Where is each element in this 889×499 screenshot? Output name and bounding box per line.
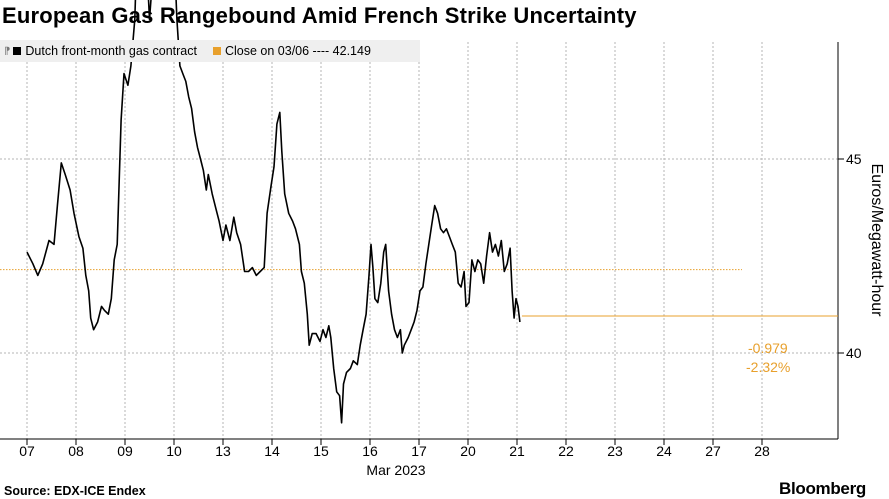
x-tick-label: 15 [313,443,329,459]
x-tick-label: 14 [264,443,280,459]
x-tick-label: 16 [362,443,378,459]
y-tick-label: 40 [846,345,862,361]
x-tick-label: 08 [68,443,84,459]
x-tick-label: 23 [607,443,623,459]
close-swatch [212,47,221,55]
drag-handle-icon: ⁋ [4,45,11,57]
chart-title: European Gas Rangebound Amid French Stri… [2,3,637,28]
x-tick-label: 24 [656,443,672,459]
x-tick-label: 21 [509,443,525,459]
y-tick-label: 45 [846,151,862,167]
bloomberg-logo: Bloomberg [778,479,866,498]
source-note: Source: EDX-ICE Endex [4,484,146,498]
x-tick-label: 13 [215,443,231,459]
axes [0,42,844,445]
series-line-dutch-gas [26,0,521,424]
annotations: -0.979 -2.32% [521,315,838,375]
legend-item-close[interactable]: Close on 03/06 ---- 42.149 [211,44,371,58]
x-tick-label: 07 [19,443,35,459]
legend: ⁋ Dutch front-month gas contract Close o… [0,40,420,62]
percent-change-annotation: -2.32% [746,359,790,375]
x-tick-label: 27 [705,443,721,459]
legend-close-label: Close on 03/06 ---- 42.149 [224,44,371,58]
x-tick-label: 22 [558,443,574,459]
series-swatch [13,47,22,55]
tick-labels: 4045505507080910131415161720212223242728… [19,151,885,478]
grid-lines [0,42,838,439]
change-annotation: -0.979 [748,340,788,356]
x-tick-label: 10 [166,443,182,459]
x-tick-label: 20 [460,443,476,459]
x-axis-label: Mar 2023 [366,462,425,478]
series-layer [26,0,521,424]
x-tick-label: 09 [117,443,133,459]
legend-series-label: Dutch front-month gas contract [25,44,197,58]
x-tick-label: 28 [754,443,770,459]
x-tick-label: 17 [411,443,427,459]
y-axis-label: Euros/Megawatt-hour [868,164,885,318]
legend-item-series[interactable]: ⁋ Dutch front-month gas contract [4,44,197,58]
